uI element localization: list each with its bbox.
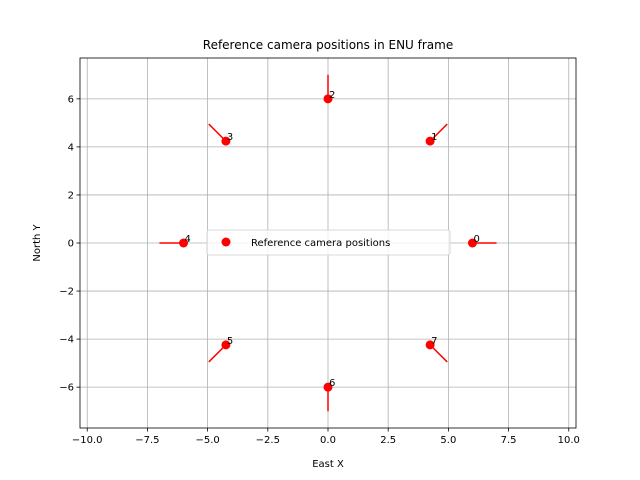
camera-points: [179, 94, 477, 392]
camera-point: [179, 238, 189, 248]
camera-point-label: 0: [473, 234, 479, 245]
x-axis-label: East X: [312, 459, 344, 470]
camera-point: [323, 382, 333, 392]
y-tick-label: 0: [68, 239, 74, 250]
y-tick-label: 4: [68, 142, 74, 153]
y-tick-label: 6: [68, 94, 74, 105]
camera-point: [425, 340, 435, 350]
y-tick-label: −6: [59, 383, 74, 394]
y-tick-label: 2: [68, 190, 74, 201]
legend-marker: [221, 237, 231, 247]
camera-point-label: 5: [227, 336, 233, 347]
camera-point-label: 3: [227, 132, 233, 143]
camera-point: [467, 238, 477, 248]
y-axis-ticks: −6 −4 −2 0 2 4 6: [59, 94, 80, 394]
chart-title: Reference camera positions in ENU frame: [203, 38, 453, 52]
camera-point: [221, 340, 231, 350]
camera-point-label: 6: [329, 378, 335, 389]
camera-point-label: 7: [431, 336, 437, 347]
camera-point: [323, 94, 333, 104]
x-tick-label: 5.0: [440, 435, 456, 446]
camera-point-label: 1: [431, 132, 437, 143]
x-axis-ticks: −10.0 −7.5 −5.0 −2.5 0.0 2.5 5.0 7.5 10.0: [72, 428, 580, 446]
camera-point-labels: 0 1 2 3 4 5 6 7: [185, 90, 480, 389]
x-tick-label: 7.5: [501, 435, 517, 446]
x-tick-label: 0.0: [320, 435, 336, 446]
x-tick-label: 10.0: [558, 435, 580, 446]
y-axis-label: North Y: [32, 223, 43, 261]
camera-point-label: 4: [185, 234, 191, 245]
x-tick-label: −7.5: [135, 435, 159, 446]
x-tick-label: −2.5: [256, 435, 280, 446]
y-tick-label: −2: [59, 287, 74, 298]
x-tick-label: −5.0: [195, 435, 219, 446]
legend: Reference camera positions: [206, 229, 451, 256]
legend-box: [206, 229, 451, 256]
x-tick-label: −10.0: [72, 435, 103, 446]
camera-point-label: 2: [329, 90, 335, 101]
x-tick-label: 2.5: [380, 435, 396, 446]
camera-point: [221, 136, 231, 146]
camera-point: [425, 136, 435, 146]
y-tick-label: −4: [59, 335, 74, 346]
legend-entry-label: Reference camera positions: [251, 238, 390, 249]
